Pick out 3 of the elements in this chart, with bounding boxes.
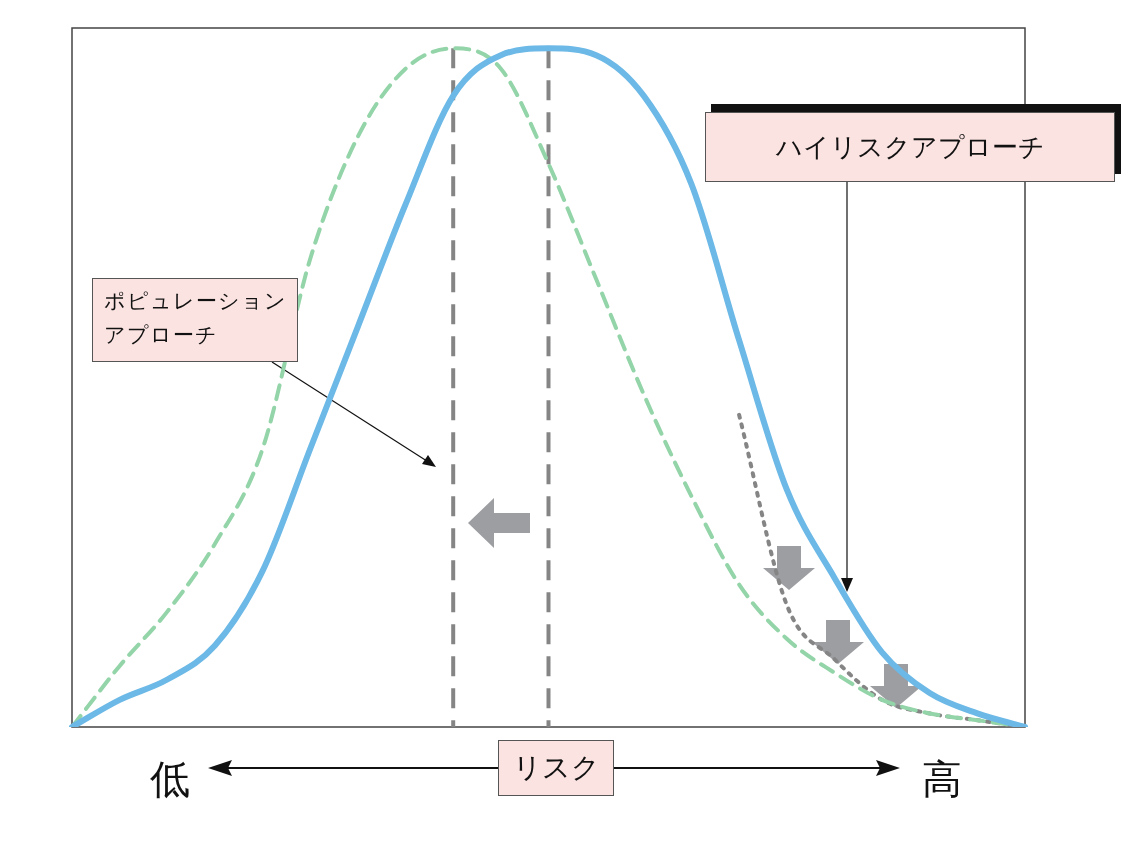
text: 高 xyxy=(922,755,962,804)
annotation: ポピュレーションアプローチ xyxy=(104,288,288,349)
text: 低 xyxy=(150,755,190,804)
